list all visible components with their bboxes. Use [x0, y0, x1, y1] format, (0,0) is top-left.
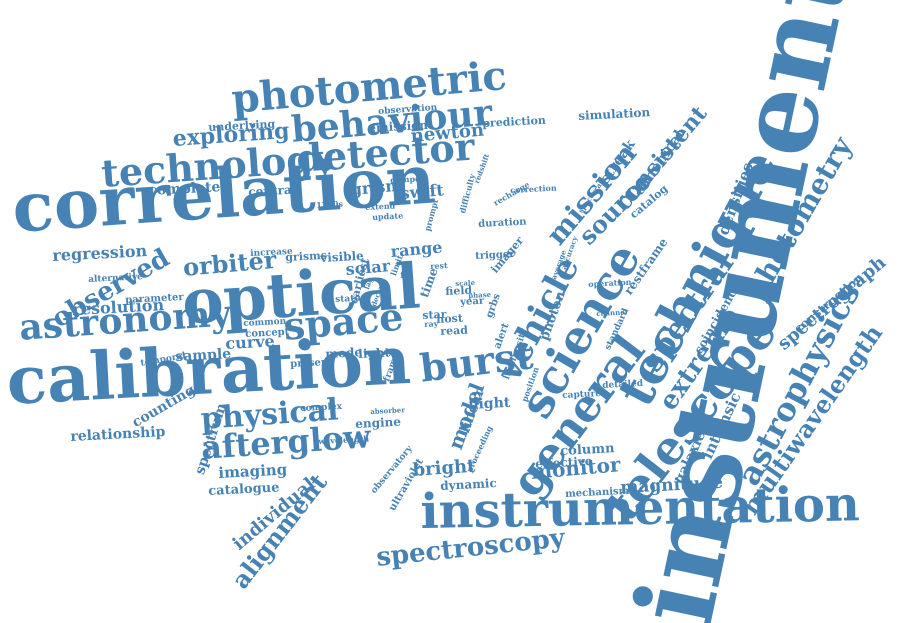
word-engine: engine	[354, 414, 402, 431]
word-phase: phase	[467, 289, 492, 300]
word-central: central	[247, 182, 297, 199]
word-extend: extend	[364, 200, 396, 212]
word-absorber: absorber	[369, 405, 406, 416]
word-prediction: prediction	[481, 113, 547, 130]
word-fit: fit	[399, 270, 412, 281]
word-duration: duration	[477, 216, 527, 230]
word-dynamic: dynamic	[439, 476, 498, 493]
word-damped: damped	[389, 173, 426, 185]
word-space: space	[281, 293, 406, 349]
word-1200s: 1200s	[315, 198, 344, 210]
word-wavelength: wavelength	[317, 433, 370, 446]
word-time: time	[417, 266, 441, 300]
word-scale: scale	[454, 277, 476, 288]
word-complete: complete	[147, 179, 221, 199]
word-relationship: relationship	[69, 424, 166, 445]
word-column: column	[559, 441, 615, 459]
word-read: read	[439, 323, 469, 338]
word-rest: rest	[429, 260, 448, 271]
word-update: update	[371, 210, 404, 222]
word-light: light	[357, 345, 391, 361]
word-catalogue: catalogue	[207, 480, 280, 499]
word-operation: operation	[587, 276, 632, 289]
word-simulation: simulation	[577, 105, 651, 123]
word-underlying: underlying	[207, 117, 276, 134]
word-channel: channel	[595, 307, 628, 318]
word-emission: emission	[367, 117, 429, 135]
word-ray: ray	[423, 318, 439, 329]
word-imaging: imaging	[217, 460, 288, 482]
word-spectroscopy: spectroscopy	[374, 523, 567, 573]
